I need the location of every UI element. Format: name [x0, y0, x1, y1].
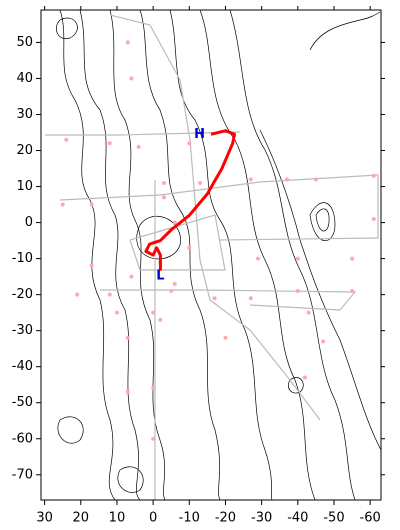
station: [198, 180, 203, 185]
station: [151, 310, 156, 315]
x-tick-label: -30: [251, 511, 272, 526]
y-tick-label: 10: [16, 179, 33, 194]
x-tick-label: 0: [149, 511, 157, 526]
station: [151, 386, 156, 391]
station: [295, 256, 300, 261]
contour: [136, 216, 181, 260]
station: [321, 339, 326, 344]
end-label: L: [156, 268, 164, 283]
contours: [56, 9, 382, 501]
station: [284, 177, 289, 182]
station: [313, 177, 318, 182]
red-track: HL: [144, 127, 236, 283]
contour: [315, 208, 330, 232]
plot-frame: [40, 9, 382, 501]
station: [306, 310, 311, 315]
ship-tracks: [45, 14, 379, 500]
start-label: H: [194, 127, 205, 142]
contour: [309, 202, 336, 241]
contour: [139, 9, 221, 501]
ship-track: [100, 289, 357, 311]
station: [158, 317, 163, 322]
station: [256, 256, 261, 261]
station: [75, 292, 80, 297]
y-tick-label: -50: [12, 395, 33, 410]
x-tick-label: -60: [360, 511, 381, 526]
station: [187, 141, 192, 146]
station: [129, 274, 134, 279]
station: [371, 173, 376, 178]
y-tick-label: -10: [12, 251, 33, 266]
contour: [309, 11, 381, 51]
x-tick-label: 10: [109, 511, 126, 526]
ship-track: [109, 14, 321, 421]
station: [295, 289, 300, 294]
station: [107, 292, 112, 297]
station: [248, 296, 253, 301]
contour: [169, 9, 273, 501]
station: [212, 296, 217, 301]
station: [129, 76, 134, 81]
station: [169, 289, 174, 294]
x-tick-label: -10: [179, 511, 200, 526]
station: [371, 216, 376, 221]
contour: [117, 466, 144, 493]
contour: [59, 9, 116, 501]
station: [60, 202, 65, 207]
station: [114, 310, 119, 315]
station: [125, 40, 130, 45]
station: [64, 137, 69, 142]
station: [303, 375, 308, 380]
station: [172, 220, 177, 225]
contour: [199, 9, 316, 501]
x-tick-label: -20: [215, 511, 236, 526]
contour: [229, 9, 356, 501]
y-tick-label: -60: [12, 431, 33, 446]
x-tick-label: 30: [36, 511, 53, 526]
station: [125, 335, 130, 340]
station: [89, 263, 94, 268]
station: [161, 195, 166, 200]
station: [161, 180, 166, 185]
contour: [57, 416, 84, 444]
y-tick-label: -40: [12, 359, 33, 374]
station: [107, 141, 112, 146]
y-tick-label: -20: [12, 287, 33, 302]
y-tick-label: -30: [12, 323, 33, 338]
contour: [56, 17, 78, 40]
station: [89, 202, 94, 207]
axes: 30 20 10 0 -10 -20 -30 -40 -50 -6050403020100-10-…: [12, 6, 385, 526]
station: [125, 389, 130, 394]
ship-track: [129, 214, 226, 271]
x-tick-label: -40: [287, 511, 308, 526]
station: [187, 245, 192, 250]
stations: [60, 40, 376, 441]
y-tick-label: -70: [12, 467, 33, 482]
y-tick-label: 50: [16, 35, 33, 50]
station: [136, 144, 141, 149]
station: [223, 335, 228, 340]
station: [172, 281, 177, 286]
ship-track: [45, 131, 241, 136]
y-tick-label: 30: [16, 107, 33, 122]
x-tick-label: -50: [323, 511, 344, 526]
station: [248, 177, 253, 182]
ship-track: [59, 174, 379, 241]
station: [350, 256, 355, 261]
contour: [109, 9, 166, 501]
y-tick-label: 0: [25, 215, 33, 230]
x-tick-label: 20: [73, 511, 90, 526]
y-tick-label: 40: [16, 71, 33, 86]
station: [151, 436, 156, 441]
track-line: [144, 129, 236, 271]
contour: [79, 9, 141, 501]
station: [350, 289, 355, 294]
contour: [287, 377, 304, 394]
y-tick-label: 20: [16, 143, 33, 158]
